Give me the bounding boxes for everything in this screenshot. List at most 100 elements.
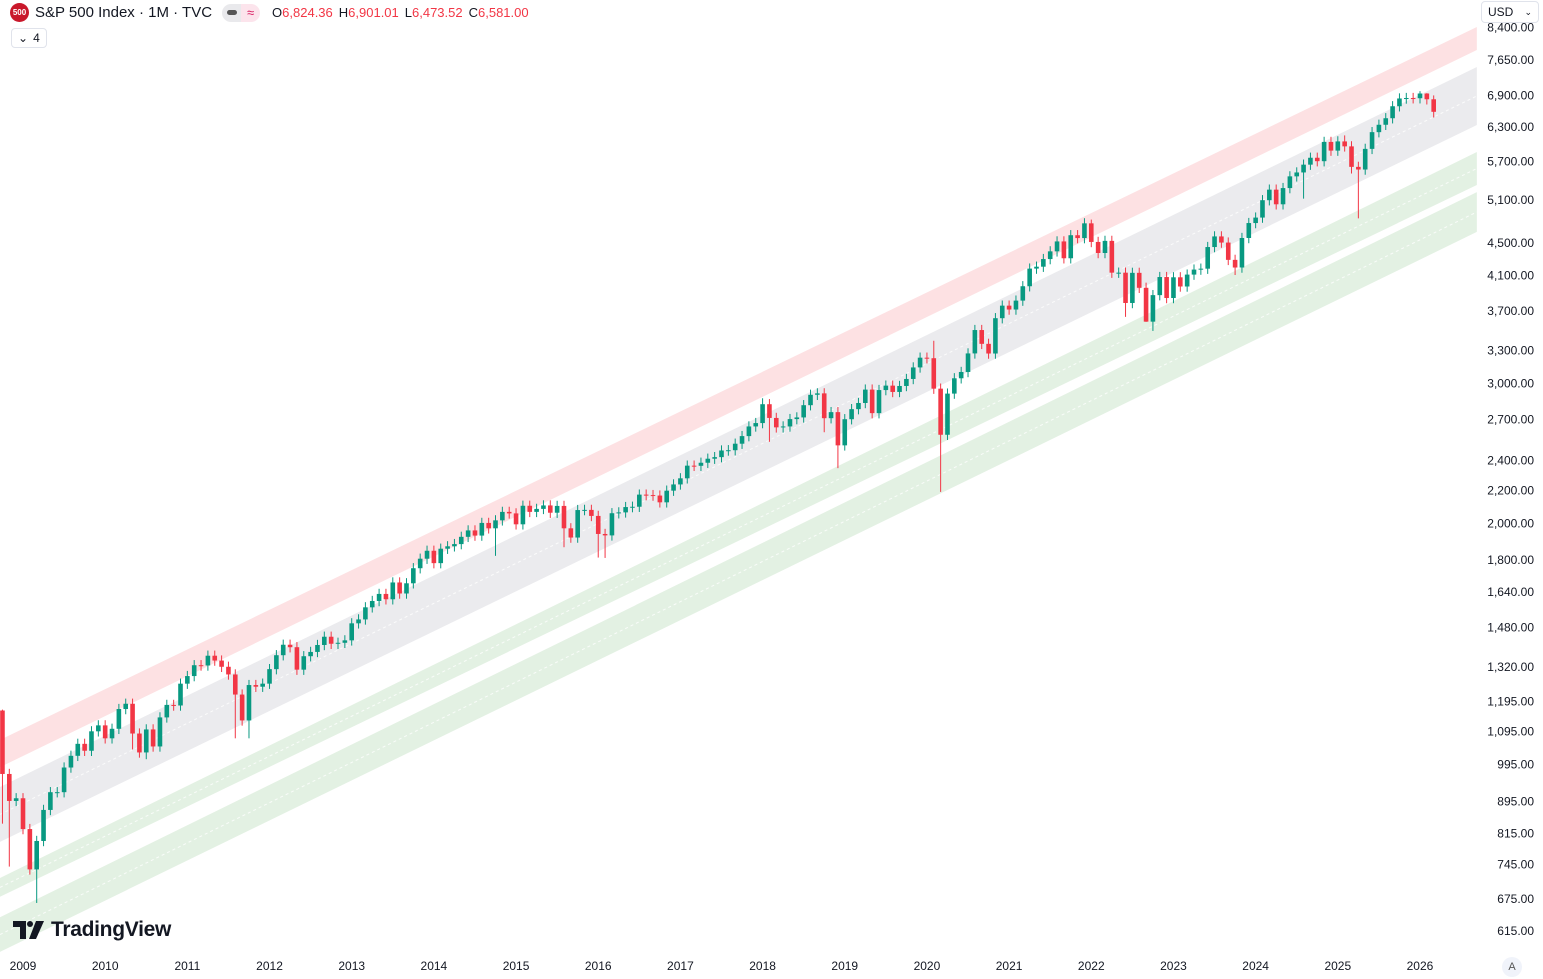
price-axis[interactable]: 8,400.00 7,650.00 6,900.00 6,300.00 5,700.00…: [1487, 20, 1534, 938]
candle-2019-11[interactable]: [910, 362, 916, 385]
candle-2010-05[interactable]: [130, 698, 135, 750]
candle-2016-09[interactable]: [650, 489, 656, 501]
candle-2023-12[interactable]: [1246, 217, 1252, 244]
candle-2016-10[interactable]: [657, 490, 663, 508]
candle-2026-03[interactable]: [1431, 95, 1436, 118]
candle-2013-06[interactable]: [383, 588, 389, 605]
candle-2010-02[interactable]: [109, 723, 115, 744]
candle-2024-07[interactable]: [1294, 167, 1300, 182]
candle-2022-12[interactable]: [1164, 271, 1169, 304]
candle-2024-06[interactable]: [1287, 171, 1293, 194]
candle-2023-03[interactable]: [1184, 269, 1190, 292]
candle-2021-03[interactable]: [1020, 281, 1026, 306]
candle-2023-11[interactable]: [1239, 232, 1245, 273]
candle-2015-03[interactable]: [527, 500, 533, 518]
candle-2020-03[interactable]: [938, 383, 943, 492]
candle-2019-08[interactable]: [890, 380, 895, 398]
candle-2020-05[interactable]: [952, 373, 957, 399]
candle-2014-09[interactable]: [486, 517, 491, 534]
candle-2017-07[interactable]: [719, 445, 724, 463]
candle-2015-07[interactable]: [554, 500, 560, 518]
candle-2023-10[interactable]: [1232, 254, 1238, 276]
candle-2015-10[interactable]: [575, 504, 580, 543]
candle-2013-07[interactable]: [390, 577, 396, 605]
green-band-2[interactable]: [0, 192, 1477, 952]
candle-2019-02[interactable]: [849, 403, 854, 425]
candle-2014-04[interactable]: [452, 538, 457, 552]
candle-2016-02[interactable]: [602, 528, 608, 558]
candle-2009-12[interactable]: [96, 720, 101, 737]
candle-2010-06[interactable]: [137, 728, 142, 758]
candle-2021-12[interactable]: [1082, 218, 1087, 244]
candle-2011-02[interactable]: [191, 660, 197, 682]
candle-2016-12[interactable]: [671, 479, 676, 496]
candle-2019-05[interactable]: [869, 384, 875, 419]
candle-2014-08[interactable]: [479, 517, 485, 541]
auto-scale-button[interactable]: A: [1502, 957, 1522, 977]
candle-2015-09[interactable]: [568, 523, 574, 543]
candle-2020-11[interactable]: [993, 313, 998, 359]
candle-2018-08[interactable]: [808, 389, 813, 411]
candle-2009-09[interactable]: [75, 738, 81, 762]
candle-2020-07[interactable]: [965, 348, 971, 378]
candle-2009-05[interactable]: [48, 787, 53, 816]
candle-2012-06[interactable]: [301, 651, 307, 675]
candle-2017-08[interactable]: [726, 445, 731, 456]
candle-2012-01[interactable]: [267, 663, 272, 689]
candle-2012-11[interactable]: [335, 637, 341, 649]
candle-2019-04[interactable]: [863, 384, 868, 409]
candle-2021-09[interactable]: [1061, 236, 1067, 264]
candle-2009-04[interactable]: [41, 804, 46, 847]
candle-2020-06[interactable]: [958, 366, 964, 384]
candle-2011-10[interactable]: [246, 679, 252, 739]
candle-2012-02[interactable]: [274, 650, 279, 675]
candle-2013-09[interactable]: [404, 578, 409, 599]
candle-2019-12[interactable]: [917, 352, 923, 373]
candle-2023-06[interactable]: [1205, 241, 1211, 274]
candle-2020-01[interactable]: [924, 352, 930, 364]
time-axis[interactable]: 2009 2010 2011 2012 2013 2014 2015 2016 2017 2018…: [10, 959, 1434, 973]
candle-2020-04[interactable]: [945, 388, 950, 440]
symbol-title[interactable]: S&P 500 Index · 1M · TVC: [35, 4, 213, 21]
candle-2014-02[interactable]: [438, 543, 444, 569]
candle-2024-08[interactable]: [1301, 159, 1306, 199]
candle-2018-11[interactable]: [828, 406, 834, 424]
candle-2015-11[interactable]: [582, 504, 587, 516]
candle-2012-03[interactable]: [280, 639, 286, 661]
candle-2018-10[interactable]: [821, 388, 827, 433]
middle-gray-band[interactable]: [0, 66, 1477, 842]
candle-2015-05[interactable]: [541, 500, 546, 515]
candle-2015-01[interactable]: [513, 508, 519, 530]
candle-2011-05[interactable]: [212, 650, 218, 666]
candle-2021-02[interactable]: [1013, 295, 1019, 315]
candle-2018-05[interactable]: [787, 413, 793, 432]
candle-2025-07[interactable]: [1376, 119, 1382, 138]
candle-2010-01[interactable]: [102, 720, 108, 744]
candle-2025-06[interactable]: [1369, 127, 1375, 155]
candle-2009-11[interactable]: [89, 726, 94, 756]
candle-2013-11[interactable]: [417, 553, 423, 574]
candle-2017-04[interactable]: [698, 457, 704, 472]
candle-2024-10[interactable]: [1314, 152, 1320, 167]
candle-2012-05[interactable]: [294, 642, 300, 675]
candle-2011-04[interactable]: [205, 650, 211, 671]
candle-2023-08[interactable]: [1219, 231, 1224, 248]
candle-2015-04[interactable]: [534, 503, 539, 518]
approx-icon[interactable]: ≈: [241, 3, 261, 22]
candle-2020-08[interactable]: [972, 324, 978, 359]
candle-2025-03[interactable]: [1349, 141, 1354, 174]
eye-toggle-icon[interactable]: [222, 3, 242, 22]
candle-2019-03[interactable]: [856, 397, 861, 415]
candle-2021-11[interactable]: [1075, 230, 1080, 244]
candle-2024-03[interactable]: [1267, 184, 1272, 206]
candle-2019-01[interactable]: [842, 414, 848, 451]
candle-2014-06[interactable]: [465, 525, 471, 543]
candle-2009-08[interactable]: [68, 750, 74, 773]
candle-2019-09[interactable]: [897, 380, 902, 398]
candle-2024-12[interactable]: [1328, 136, 1334, 156]
candle-2017-05[interactable]: [705, 453, 711, 468]
candle-2011-01[interactable]: [185, 670, 190, 689]
candle-2018-02[interactable]: [767, 399, 772, 442]
candle-2016-03[interactable]: [609, 508, 615, 541]
